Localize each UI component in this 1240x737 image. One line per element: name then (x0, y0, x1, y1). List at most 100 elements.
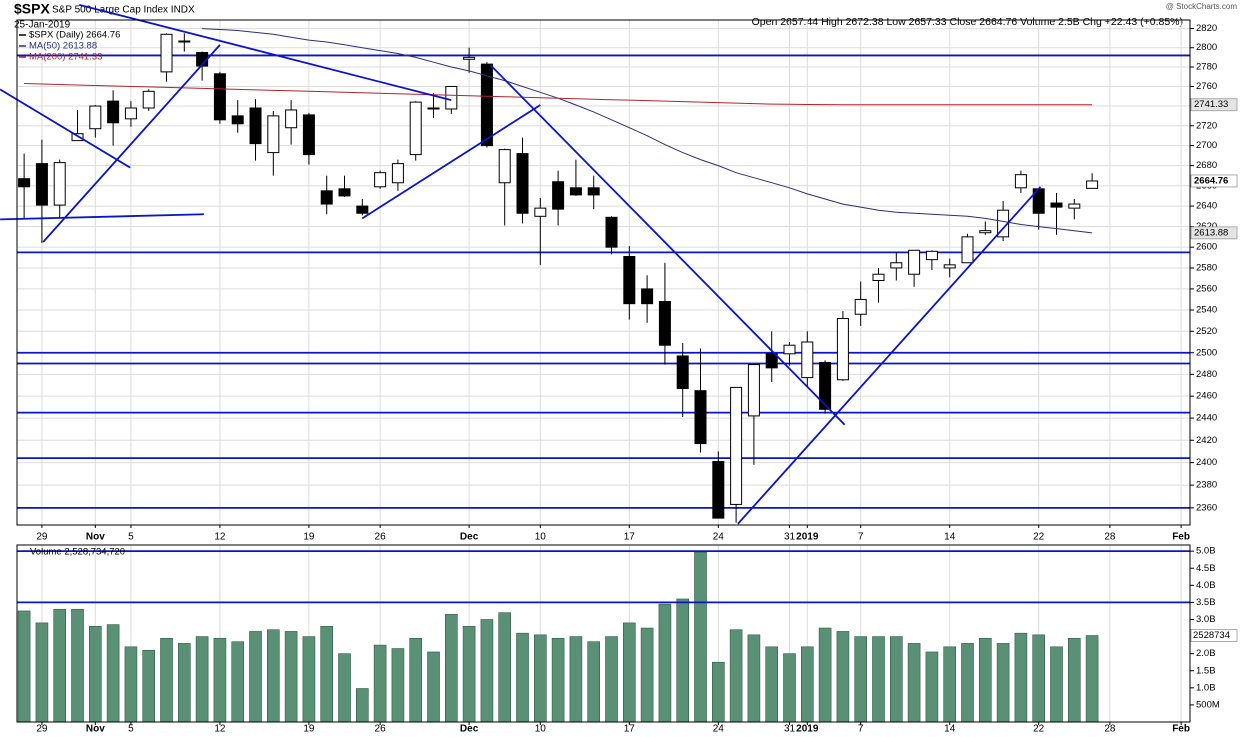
candle-body (641, 288, 654, 305)
candle-body (961, 236, 974, 264)
candle-body (783, 344, 796, 355)
volume-bar (302, 636, 316, 723)
last-value-label: 2741.33 (1194, 99, 1228, 110)
volume-bar (658, 603, 672, 723)
candle-body (71, 133, 84, 142)
y-tick-label: 2700 (1196, 140, 1217, 151)
last-value-box (1190, 226, 1238, 240)
subtitle: S&P 500 Large Cap Index INDX (52, 5, 195, 16)
y-tick-label: 2680 (1196, 160, 1217, 171)
y-tick-label: 4.0B (1196, 580, 1216, 591)
legend-label: MA(200) 2741.33 (29, 52, 102, 63)
volume-bar (818, 627, 832, 723)
candle-body (124, 107, 137, 120)
candle-body (480, 63, 493, 147)
x-tick-label: Dec (460, 724, 479, 735)
candle-body (605, 216, 618, 248)
volume-bar (284, 631, 298, 723)
candle-body (374, 172, 387, 188)
y-tick-label: 1.5B (1196, 665, 1216, 676)
volume-bar (1032, 634, 1046, 723)
volume-bar (676, 598, 690, 723)
x-tick-label: 26 (375, 724, 387, 735)
moving-average (202, 28, 1093, 234)
x-tick-label: 22 (1033, 724, 1045, 735)
x-tick-label: 24 (713, 724, 725, 735)
volume-bar (783, 653, 796, 723)
volume-bar (17, 610, 31, 723)
last-value-box (1190, 98, 1238, 112)
volume-bar (925, 651, 939, 723)
y-tick-label: 2500 (1196, 347, 1217, 358)
x-tick-label: 7 (858, 532, 864, 543)
volume-bar (587, 641, 601, 723)
x-tick-label: 26 (375, 532, 387, 543)
y-tick-label: 3.5B (1196, 597, 1216, 608)
candle-body (53, 162, 66, 206)
volume-bar (836, 631, 850, 723)
volume-bar (338, 653, 351, 723)
candle-body (213, 73, 226, 121)
x-tick-label: 14 (944, 724, 956, 735)
y-tick-label: 2380 (1196, 480, 1217, 491)
volume-bar (391, 648, 405, 723)
candle-body (819, 361, 832, 410)
y-tick-label: 5.0B (1196, 546, 1216, 557)
y-tick-label: 4.5B (1196, 563, 1216, 574)
candle-body (302, 114, 315, 156)
volume-bar (124, 646, 138, 723)
y-tick-label: 2720 (1196, 120, 1217, 131)
y-tick-label: 2460 (1196, 391, 1217, 402)
volume-bar (106, 624, 120, 723)
trend-line (0, 88, 131, 169)
candle-body (890, 262, 903, 269)
volume-bar (427, 651, 440, 723)
candle-body (552, 181, 565, 210)
volume-bar (729, 629, 743, 723)
x-tick-label: 19 (303, 532, 315, 543)
y-tick-label: 2420 (1196, 435, 1217, 446)
volume-bar (142, 649, 156, 723)
legend-label: $SPX (Daily) 2664.76 (29, 30, 120, 41)
candle-body (249, 107, 262, 145)
candle-body (587, 187, 600, 196)
volume-bar (178, 643, 191, 723)
x-tick-label: 12 (214, 724, 226, 735)
volume-bar (35, 622, 49, 723)
candle-body (427, 107, 440, 110)
candle-body (694, 390, 707, 445)
volume-bar (765, 646, 779, 723)
watermark: @ StockCharts.com (1166, 2, 1238, 11)
volume-bar (694, 551, 707, 723)
y-tick-label: 2400 (1196, 457, 1217, 468)
candle-body (712, 460, 725, 519)
volume-bar (480, 619, 494, 723)
y-tick-label: 500M (1196, 699, 1220, 710)
candle-body (1050, 202, 1063, 208)
candle-body (267, 115, 280, 154)
x-tick-label: 12 (214, 532, 226, 543)
x-tick-label: 7 (858, 724, 864, 735)
x-tick-label: 17 (624, 532, 636, 543)
candle-body (854, 298, 867, 315)
volume-bar (996, 643, 1010, 723)
volume-bar (890, 636, 903, 723)
x-tick-label: Feb (1172, 532, 1190, 543)
candle-body (35, 163, 48, 206)
last-value-label: 2664.76 (1194, 175, 1228, 186)
x-tick-label: 10 (535, 724, 547, 735)
panel-label: Volume 2,528,734,720 (30, 547, 125, 558)
candle-body (409, 101, 422, 156)
candle-body (908, 249, 921, 275)
candle-body (872, 273, 885, 282)
candle-body (18, 178, 31, 188)
volume-bar (53, 608, 67, 723)
candle-body (338, 188, 351, 197)
volume-bar (160, 637, 173, 723)
y-tick-label: 3.0B (1196, 614, 1216, 625)
volume-bar (445, 614, 458, 723)
x-tick-label: Dec (460, 532, 479, 543)
candle-body (943, 264, 956, 269)
moving-average (24, 83, 1093, 106)
volume-bar (534, 634, 547, 723)
